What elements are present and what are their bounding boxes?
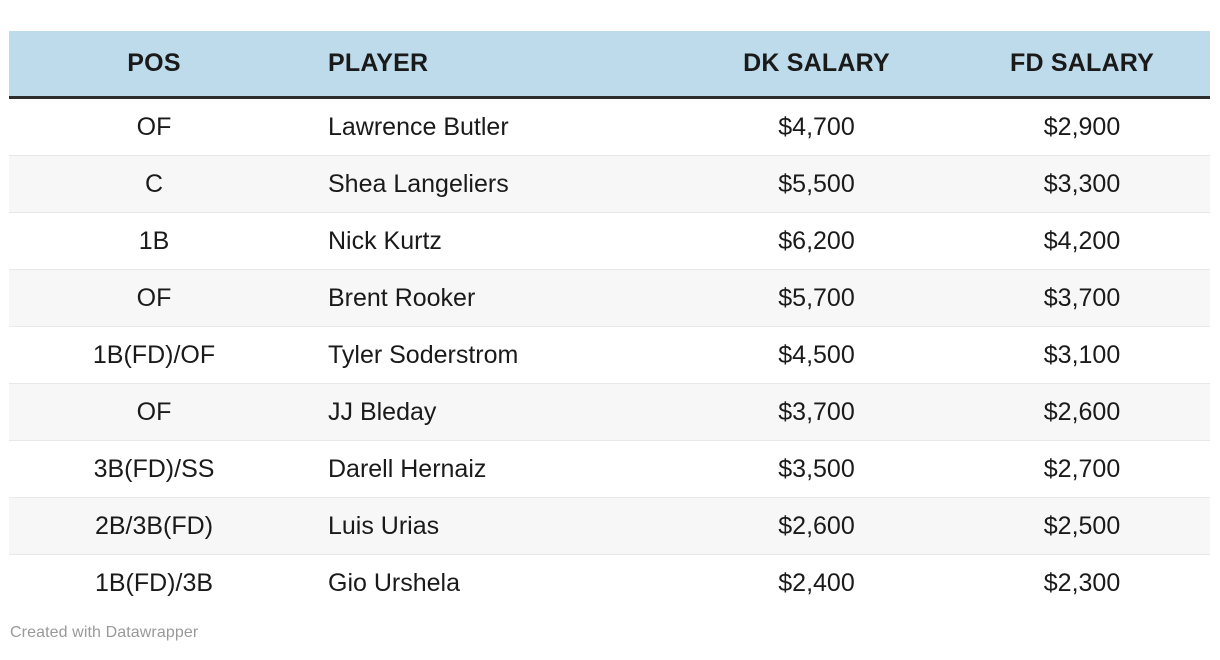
cell-dk: $2,400 <box>778 568 855 597</box>
table-row: 2B/3B(FD) Luis Urias $2,600 $2,500 <box>9 497 1210 555</box>
cell-dk: $5,500 <box>679 155 954 213</box>
column-header-player[interactable]: PLAYER <box>299 31 679 99</box>
table-header-row: POS PLAYER DK SALARY FD SALARY <box>9 31 1210 99</box>
cell-fd: $4,200 <box>954 212 1210 270</box>
cell-fd: $3,700 <box>954 269 1210 327</box>
cell-pos: 1B <box>9 212 299 270</box>
cell-fd: $3,300 <box>954 155 1210 213</box>
table-row: C Shea Langeliers $5,500 $3,300 <box>9 155 1210 213</box>
cell-dk: $2,600 <box>679 497 954 555</box>
cell-fd: $2,600 <box>954 383 1210 441</box>
cell-fd: $3,100 <box>954 326 1210 384</box>
cell-player: Tyler Soderstrom <box>299 326 679 384</box>
column-header-fd-salary[interactable]: FD SALARY <box>954 31 1210 99</box>
salary-table-container: POS PLAYER DK SALARY FD SALARY OF Lawrenc… <box>9 31 1210 611</box>
table-row: 1B(FD)/3B Gio Urshela $2,400 $2,300 <box>9 554 1210 611</box>
cell-pos: OF <box>9 97 299 156</box>
cell-dk: $6,200 <box>679 212 954 270</box>
cell-player: Gio Urshela <box>328 568 460 597</box>
column-header-pos[interactable]: POS <box>9 31 299 99</box>
cell-pos: 1B(FD)/3B <box>94 568 214 597</box>
cell-player: Shea Langeliers <box>299 155 679 213</box>
column-header-dk-salary[interactable]: DK SALARY <box>679 31 954 99</box>
cell-player: Lawrence Butler <box>299 97 679 156</box>
salary-table: POS PLAYER DK SALARY FD SALARY OF Lawrenc… <box>9 31 1210 611</box>
cell-fd: $2,500 <box>954 497 1210 555</box>
cell-player: Darell Hernaiz <box>299 440 679 498</box>
cell-pos: 1B(FD)/OF <box>9 326 299 384</box>
datawrapper-credit[interactable]: Created with Datawrapper <box>10 624 199 641</box>
table-row: OF Brent Rooker $5,700 $3,700 <box>9 269 1210 327</box>
cell-dk: $3,700 <box>679 383 954 441</box>
cell-player: Luis Urias <box>299 497 679 555</box>
table-row: OF JJ Bleday $3,700 $2,600 <box>9 383 1210 441</box>
cell-pos: 2B/3B(FD) <box>9 497 299 555</box>
table-row: OF Lawrence Butler $4,700 $2,900 <box>9 97 1210 156</box>
cell-pos: OF <box>9 383 299 441</box>
table-header: POS PLAYER DK SALARY FD SALARY <box>9 31 1210 99</box>
table-row: 1B Nick Kurtz $6,200 $4,200 <box>9 212 1210 270</box>
cell-dk: $4,500 <box>679 326 954 384</box>
cell-pos: OF <box>9 269 299 327</box>
table-row: 3B(FD)/SS Darell Hernaiz $3,500 $2,700 <box>9 440 1210 498</box>
cell-fd: $2,900 <box>954 97 1210 156</box>
cell-dk: $3,500 <box>679 440 954 498</box>
cell-player: JJ Bleday <box>299 383 679 441</box>
cell-fd: $2,300 <box>1043 568 1121 597</box>
cell-dk: $4,700 <box>679 97 954 156</box>
cell-dk: $5,700 <box>679 269 954 327</box>
cell-pos: 3B(FD)/SS <box>9 440 299 498</box>
cell-pos: C <box>9 155 299 213</box>
cell-fd: $2,700 <box>954 440 1210 498</box>
table-row: 1B(FD)/OF Tyler Soderstrom $4,500 $3,100 <box>9 326 1210 384</box>
cell-player: Brent Rooker <box>299 269 679 327</box>
table-body: OF Lawrence Butler $4,700 $2,900 C Shea Lange… <box>9 97 1210 611</box>
cell-player: Nick Kurtz <box>299 212 679 270</box>
